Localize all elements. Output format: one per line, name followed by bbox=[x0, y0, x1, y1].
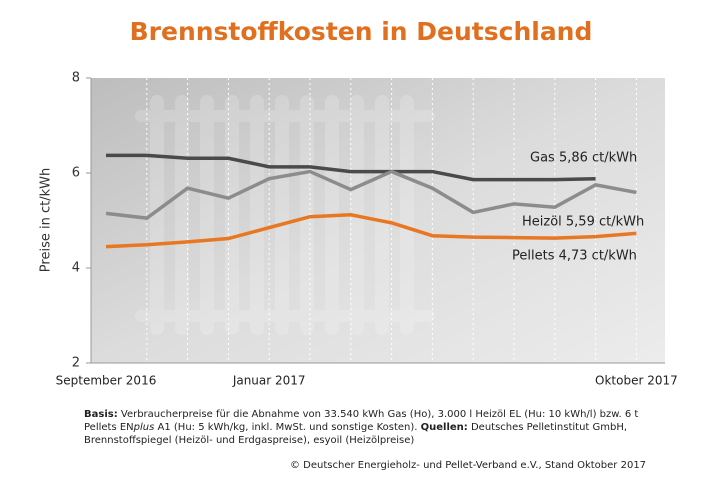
footnote-part: Quellen: bbox=[420, 422, 468, 433]
footnote-part: plus bbox=[133, 422, 155, 433]
copyright: © Deutscher Energieholz- und Pellet-Verb… bbox=[290, 460, 647, 471]
y-tick-label: 2 bbox=[72, 356, 80, 371]
series-line bbox=[105, 169, 637, 220]
x-tick-label: September 2016 bbox=[56, 374, 157, 388]
chart-title: Brennstoffkosten in Deutschland bbox=[130, 17, 593, 46]
series-label: Pellets 4,73 ct/kWh bbox=[512, 249, 637, 264]
footnote-part: A1 (Hu: 5 kWh/kg, inkl. MwSt. und sonsti… bbox=[154, 422, 421, 433]
x-tick-label: Oktober 2017 bbox=[595, 374, 678, 388]
footnote-part: Verbraucherpreise für die Abnahme von 33… bbox=[84, 409, 639, 433]
y-axis-label: Preise in ct/kWh bbox=[39, 168, 54, 272]
footnote-part: Basis: bbox=[84, 409, 118, 420]
footnote: Basis: Verbraucherpreise für die Abnahme… bbox=[84, 408, 674, 447]
series-label: Heizöl 5,59 ct/kWh bbox=[522, 215, 644, 230]
y-tick-label: 4 bbox=[72, 261, 80, 276]
chart: Brennstoffkosten in Deutschland Preise i… bbox=[39, 17, 678, 388]
series-label: Gas 5,86 ct/kWh bbox=[530, 151, 637, 166]
series-line bbox=[105, 213, 637, 249]
x-tick-label: Januar 2017 bbox=[232, 374, 306, 388]
y-tick-label: 6 bbox=[72, 166, 80, 181]
footnote-part: Deutsches Pelletinstitut GmbH, Brennstof… bbox=[84, 422, 628, 446]
series-line bbox=[106, 153, 596, 182]
y-tick-label: 8 bbox=[72, 71, 80, 86]
